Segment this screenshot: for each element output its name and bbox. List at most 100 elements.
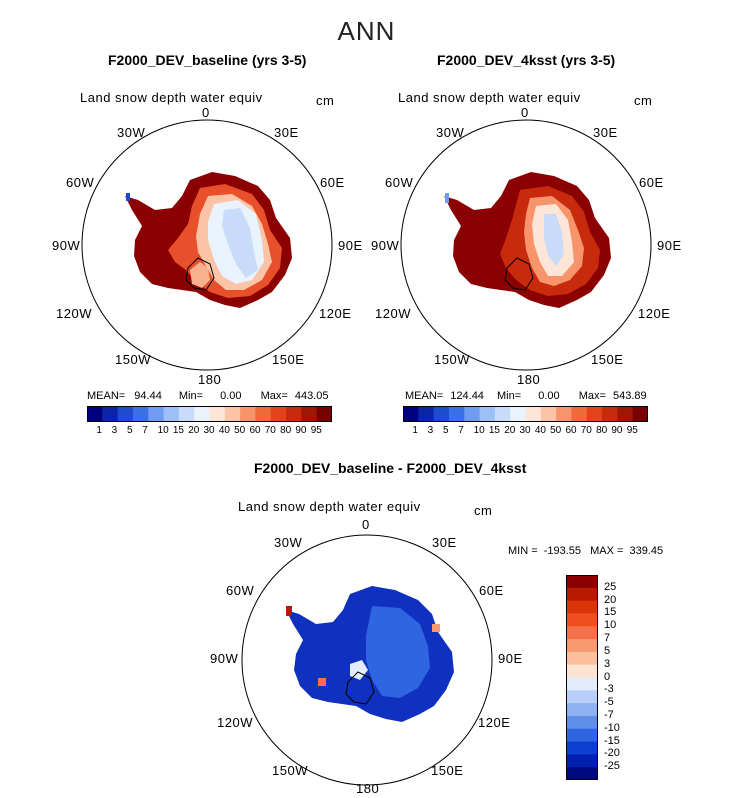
colorbar-diff-tick-label: -5 xyxy=(604,696,614,709)
colorbar-baseline-tick-label: 30 xyxy=(203,425,215,436)
colorbar-baseline-swatch xyxy=(178,406,195,422)
colorbar-diff-swatch xyxy=(566,690,598,704)
colorbar-baseline-tick-label: 3 xyxy=(111,425,118,436)
lon-30e-baseline: 30E xyxy=(274,125,299,140)
colorbar-diff xyxy=(566,575,598,780)
map-baseline xyxy=(81,119,333,371)
lon-90e-diff: 90E xyxy=(498,651,523,666)
colorbar-diff-tick-label: 15 xyxy=(604,606,617,619)
colorbar-baseline-tick-label: 70 xyxy=(264,425,276,436)
colorbar-4ksst-tick-label: 60 xyxy=(565,425,577,436)
map-diff xyxy=(241,534,493,786)
lon-30w-baseline: 30W xyxy=(117,125,146,140)
colorbar-baseline-swatch xyxy=(194,406,210,422)
colorbar-diff-tick-label: -10 xyxy=(604,721,620,734)
lon-30w-diff: 30W xyxy=(274,535,303,550)
colorbar-4ksst-swatch xyxy=(540,406,557,422)
colorbar-4ksst-tick-label: 50 xyxy=(550,425,562,436)
lon-60e-baseline: 60E xyxy=(320,175,345,190)
colorbar-baseline-tick-label: 1 xyxy=(96,425,102,436)
colorbar-diff-tick-label: -25 xyxy=(604,760,620,773)
colorbar-baseline-swatch xyxy=(117,406,134,422)
peninsula-red-diff xyxy=(286,606,292,616)
colorbar-baseline-swatch xyxy=(148,406,165,422)
colorbar-4ksst-swatch xyxy=(586,406,603,422)
colorbar-diff-swatch xyxy=(566,677,598,691)
colorbar-baseline xyxy=(87,406,332,422)
colorbar-diff-swatch xyxy=(566,613,598,627)
colorbar-diff-tick-label: 3 xyxy=(604,657,611,670)
colorbar-4ksst-tick-label: 70 xyxy=(580,425,592,436)
colorbar-4ksst-swatch xyxy=(433,406,450,422)
colorbar-4ksst-tick-label: 90 xyxy=(611,425,623,436)
lon-60e-diff: 60E xyxy=(479,583,504,598)
coast-red-patch-diff xyxy=(318,678,326,686)
colorbar-baseline-tick-label: 95 xyxy=(310,425,322,436)
mean-value-baseline: 94.44 xyxy=(134,390,162,402)
colorbar-diff-border xyxy=(566,575,598,780)
lon-150e-diff: 150E xyxy=(431,763,464,778)
coast-red-patch-diff-2 xyxy=(432,624,440,632)
panel-title-diff: F2000_DEV_baseline - F2000_DEV_4ksst xyxy=(254,460,527,476)
lon-90e-baseline: 90E xyxy=(338,238,363,253)
colorbar-4ksst-swatch xyxy=(448,406,465,422)
colorbar-baseline-tick-label: 10 xyxy=(157,425,169,436)
colorbar-4ksst xyxy=(403,406,648,422)
lon-30w-4ksst: 30W xyxy=(436,125,465,140)
colorbar-4ksst-swatch xyxy=(525,406,542,422)
field-label-diff: Land snow depth water equiv xyxy=(238,499,421,514)
colorbar-diff-tick-label: -15 xyxy=(604,734,620,747)
map-4ksst xyxy=(400,119,652,371)
lon-30e-diff: 30E xyxy=(432,535,457,550)
panel-title-baseline: F2000_DEV_baseline (yrs 3-5) xyxy=(108,52,307,68)
lon-0-baseline: 0 xyxy=(202,105,210,120)
colorbar-4ksst-swatch xyxy=(403,406,419,422)
mean-value-4ksst: 124.44 xyxy=(450,390,484,402)
colorbar-baseline-tick-label: 60 xyxy=(249,425,261,436)
colorbar-baseline-swatch xyxy=(316,406,332,422)
lon-120e-4ksst: 120E xyxy=(638,306,671,321)
colorbar-ticks-baseline: 1 3 5 7 10 15 20 30 40 50 60 70 80 90 95 xyxy=(87,425,332,439)
colorbar-diff-tick-label: 25 xyxy=(604,580,617,593)
field-label-4ksst: Land snow depth water equiv xyxy=(398,90,581,105)
colorbar-4ksst-swatch xyxy=(464,406,481,422)
colorbar-diff-swatch xyxy=(566,639,598,653)
colorbar-4ksst-tick-label: 5 xyxy=(442,425,449,436)
colorbar-4ksst-tick-label: 20 xyxy=(504,425,516,436)
min-label-baseline: Min= xyxy=(178,390,204,402)
lon-120e-baseline: 120E xyxy=(319,306,352,321)
min-value-diff: -193.55 xyxy=(543,545,582,557)
lon-120w-4ksst: 120W xyxy=(375,306,411,321)
lon-150w-baseline: 150W xyxy=(115,352,151,367)
colorbar-4ksst-tick-label: 15 xyxy=(488,425,500,436)
colorbar-diff-tick-label: 20 xyxy=(604,593,617,606)
lon-60w-4ksst: 60W xyxy=(385,175,414,190)
lon-150w-diff: 150W xyxy=(272,763,308,778)
colorbar-4ksst-tick-label: 80 xyxy=(596,425,608,436)
colorbar-baseline-tick-label: 5 xyxy=(126,425,133,436)
colorbar-baseline-swatch xyxy=(102,406,119,422)
colorbar-4ksst-swatch xyxy=(510,406,526,422)
min-label-diff: MIN = xyxy=(508,545,538,557)
colorbar-diff-swatch xyxy=(566,767,598,780)
colorbar-4ksst-swatch xyxy=(617,406,634,422)
colorbar-baseline-swatch xyxy=(286,406,302,422)
page-title: ANN xyxy=(337,16,396,46)
colorbar-diff-tick-label: 10 xyxy=(604,619,617,632)
max-value-diff: 339.45 xyxy=(629,545,664,557)
colorbar-baseline-tick-label: 90 xyxy=(295,425,307,436)
colorbar-diff-swatch xyxy=(566,587,598,602)
colorbar-4ksst-swatch xyxy=(479,406,496,422)
peninsula-tip-4ksst xyxy=(445,193,449,203)
lon-180-diff: 180 xyxy=(356,781,380,796)
colorbar-4ksst-swatch xyxy=(556,406,572,422)
lon-60w-baseline: 60W xyxy=(66,175,95,190)
colorbar-diff-swatch xyxy=(566,715,598,730)
lon-90e-4ksst: 90E xyxy=(657,238,682,253)
lon-0-diff: 0 xyxy=(362,517,370,532)
ross-ice-outline-diff xyxy=(345,671,375,705)
max-value-baseline: 443.05 xyxy=(294,390,329,402)
min-value-4ksst: 0.00 xyxy=(538,390,560,402)
colorbar-4ksst-swatch xyxy=(602,406,618,422)
